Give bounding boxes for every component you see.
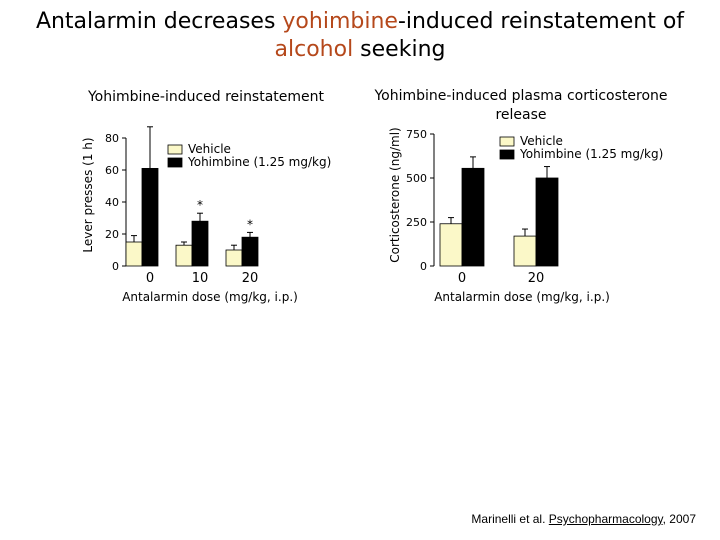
x-tick-label: 10	[192, 271, 209, 286]
significance-star: *	[247, 217, 253, 231]
title-highlight-yohimbine: yohimbine	[282, 9, 398, 34]
y-tick-label: 0	[420, 260, 427, 273]
chart-title: Yohimbine-induced reinstatement	[87, 89, 325, 105]
bar-yohimbine	[191, 220, 209, 267]
y-tick-label: 40	[105, 196, 119, 209]
legend-swatch-yohimbine	[499, 149, 515, 160]
citation-authors: Marinelli et al.	[471, 512, 549, 526]
bar-yohimbine	[535, 177, 559, 267]
slide-title: Antalarmin decreases yohimbine-induced r…	[0, 8, 720, 64]
x-tick-label: 0	[458, 271, 466, 286]
bar-vehicle	[513, 235, 537, 267]
title-part3: seeking	[353, 37, 446, 62]
chart-title-line2: release	[495, 107, 546, 123]
y-tick-label: 0	[112, 260, 119, 273]
bar-vehicle	[225, 249, 243, 267]
title-part2: -induced reinstatement of	[397, 9, 685, 34]
y-tick-label: 250	[406, 216, 427, 229]
bar-vehicle	[439, 223, 463, 267]
bar-vehicle	[175, 244, 193, 267]
legend-label-vehicle: Vehicle	[520, 134, 563, 148]
y-tick-label: 80	[105, 132, 119, 145]
x-tick-label: 20	[528, 271, 545, 286]
legend-swatch-vehicle	[499, 136, 515, 147]
x-tick-label: 0	[146, 271, 154, 286]
y-tick-label: 60	[105, 164, 119, 177]
title-part1: Antalarmin decreases	[35, 9, 283, 34]
legend-label-yohimbine: Yohimbine (1.25 mg/kg)	[519, 147, 663, 161]
x-tick-label: 20	[242, 271, 259, 286]
y-axis-label: Lever presses (1 h)	[81, 137, 95, 252]
legend-label-vehicle: Vehicle	[188, 142, 231, 156]
y-tick-label: 750	[406, 128, 427, 141]
significance-star: *	[197, 198, 203, 212]
y-tick-label: 20	[105, 228, 119, 241]
title-highlight-alcohol: alcohol	[274, 37, 354, 62]
bar-yohimbine	[461, 167, 485, 267]
y-axis-label: Corticosterone (ng/ml)	[388, 127, 402, 262]
citation-year: , 2007	[662, 512, 696, 526]
legend-label-yohimbine: Yohimbine (1.25 mg/kg)	[187, 155, 331, 169]
x-axis-label: Antalarmin dose (mg/kg, i.p.)	[122, 290, 298, 304]
x-axis-label: Antalarmin dose (mg/kg, i.p.)	[434, 290, 610, 304]
legend-swatch-yohimbine	[167, 157, 183, 168]
bar-yohimbine	[141, 167, 159, 267]
bar-vehicle	[125, 241, 143, 267]
citation: Marinelli et al. Psychopharmacology, 200…	[471, 512, 696, 526]
legend-swatch-vehicle	[167, 144, 183, 155]
y-tick-label: 500	[406, 172, 427, 185]
citation-journal: Psychopharmacology	[548, 512, 663, 526]
bar-yohimbine	[241, 236, 259, 267]
chart-title-line1: Yohimbine-induced plasma corticosterone	[373, 88, 667, 104]
